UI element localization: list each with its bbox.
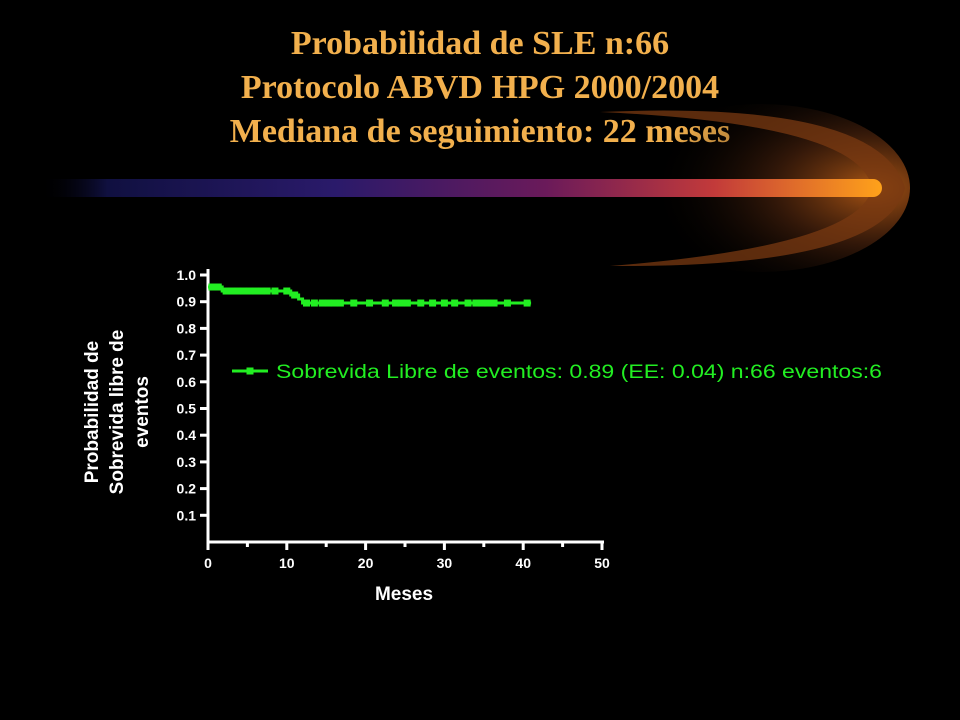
y-tick-label: 0.7 — [177, 347, 197, 363]
censor-marker — [381, 299, 389, 307]
y-axis-label-line-2: Sobrevida libre de — [107, 330, 128, 495]
censor-marker — [214, 283, 222, 291]
censor-marker — [440, 299, 448, 307]
censor-marker — [429, 299, 437, 307]
decorative-swoosh — [40, 104, 910, 272]
x-tick-label: 10 — [279, 555, 295, 571]
censor-marker — [484, 299, 492, 307]
x-tick-label: 50 — [594, 555, 610, 571]
y-tick-label: 1.0 — [177, 267, 197, 283]
censor-marker — [258, 287, 266, 295]
censor-marker — [325, 299, 333, 307]
swoosh-arc — [600, 110, 905, 267]
swoosh-band — [40, 179, 882, 197]
censor-marker — [310, 299, 318, 307]
y-tick-label: 0.5 — [177, 401, 197, 417]
y-tick-label: 0.6 — [177, 374, 197, 390]
censor-marker — [451, 299, 459, 307]
y-tick-label: 0.9 — [177, 294, 197, 310]
censor-marker — [366, 299, 374, 307]
y-axis-label: Probabilidad de Sobrevida libre de event… — [82, 330, 153, 495]
censor-marker — [523, 299, 531, 307]
censor-marker — [490, 299, 498, 307]
censor-marker — [397, 299, 405, 307]
censor-marker — [222, 287, 230, 295]
y-axis-label-line-3: eventos — [132, 376, 153, 448]
x-tick-label: 0 — [204, 555, 212, 571]
y-tick-label: 0.4 — [177, 427, 197, 443]
x-tick-label: 30 — [437, 555, 453, 571]
censor-marker — [251, 287, 259, 295]
censor-marker — [283, 287, 291, 295]
censor-marker — [263, 287, 271, 295]
censor-marker — [464, 299, 472, 307]
title-line-1: Probabilidad de SLE n:66 — [290, 25, 670, 62]
y-tick-label: 0.3 — [177, 454, 197, 470]
censor-marker — [403, 299, 411, 307]
x-axis-label: Meses — [375, 584, 433, 605]
censor-marker — [392, 299, 400, 307]
censor-marker — [330, 299, 338, 307]
title-line-2: Protocolo ABVD HPG 2000/2004 — [240, 69, 720, 106]
legend-marker — [246, 367, 254, 375]
censor-marker — [303, 299, 310, 307]
km-chart: Probabilidad de Sobrevida libre de event… — [82, 267, 882, 605]
y-tick-label: 0.8 — [177, 320, 197, 336]
x-tick-label: 20 — [358, 555, 374, 571]
censor-marker — [234, 287, 242, 295]
censor-marker — [271, 287, 279, 295]
censor-marker — [291, 291, 299, 299]
censor-marker — [246, 287, 254, 295]
y-tick-label: 0.1 — [177, 507, 197, 523]
censor-marker — [228, 287, 236, 295]
censor-marker — [472, 299, 480, 307]
censor-marker — [417, 299, 425, 307]
censor-marker — [208, 283, 216, 291]
legend-label: Sobrevida Libre de eventos: 0.89 (EE: 0.… — [276, 362, 882, 383]
y-axis-label-line-1: Probabilidad de — [82, 341, 103, 484]
censor-marker — [239, 287, 247, 295]
censor-marker — [478, 299, 486, 307]
censor-marker — [336, 299, 344, 307]
censor-marker — [318, 299, 326, 307]
censor-marker — [350, 299, 358, 307]
censor-marker — [503, 299, 511, 307]
y-tick-label: 0.2 — [177, 481, 197, 497]
x-tick-label: 40 — [515, 555, 531, 571]
